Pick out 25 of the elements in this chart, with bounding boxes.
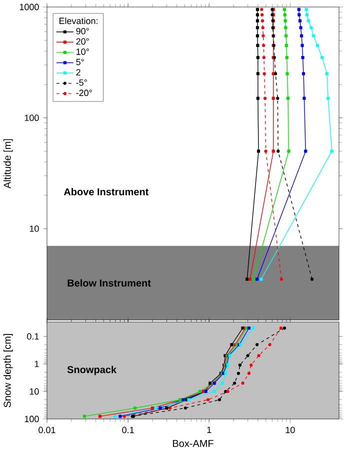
legend-title: Elevation: — [59, 17, 98, 24]
y-tick-label: 10 — [30, 225, 39, 232]
y-axis-title: Altitude [m] — [3, 139, 13, 188]
legend-label: 5° — [76, 58, 84, 66]
x-tick-label: 0.1 — [122, 426, 134, 434]
legend-label: -5° — [76, 79, 87, 86]
y-tick-label: 100 — [24, 416, 39, 422]
x-tick-label: 10 — [286, 426, 295, 434]
y-axis-title: Snow depth [cm] — [3, 334, 13, 408]
y-tick-label: 1000 — [20, 4, 39, 10]
annotation: Above Instrument — [64, 188, 149, 196]
legend-label: 90° — [76, 28, 89, 34]
band-label: Below Instrument — [68, 279, 151, 287]
x-tick-label: 0.01 — [38, 426, 56, 434]
y-tick-label: 100 — [24, 114, 39, 122]
legend-label: 20° — [76, 38, 89, 45]
y-tick-label: 0.1 — [27, 333, 39, 340]
band-label: Snowpack — [67, 366, 117, 376]
legend-label: 10° — [76, 48, 89, 55]
y-tick-label: 10 — [30, 388, 39, 395]
y-tick-label: 1 — [34, 360, 39, 368]
legend-label: 2 — [76, 69, 80, 76]
legend-label: -20° — [76, 90, 92, 96]
x-axis-title: Box-AMF — [172, 440, 214, 448]
x-tick-label: 1 — [207, 426, 212, 433]
